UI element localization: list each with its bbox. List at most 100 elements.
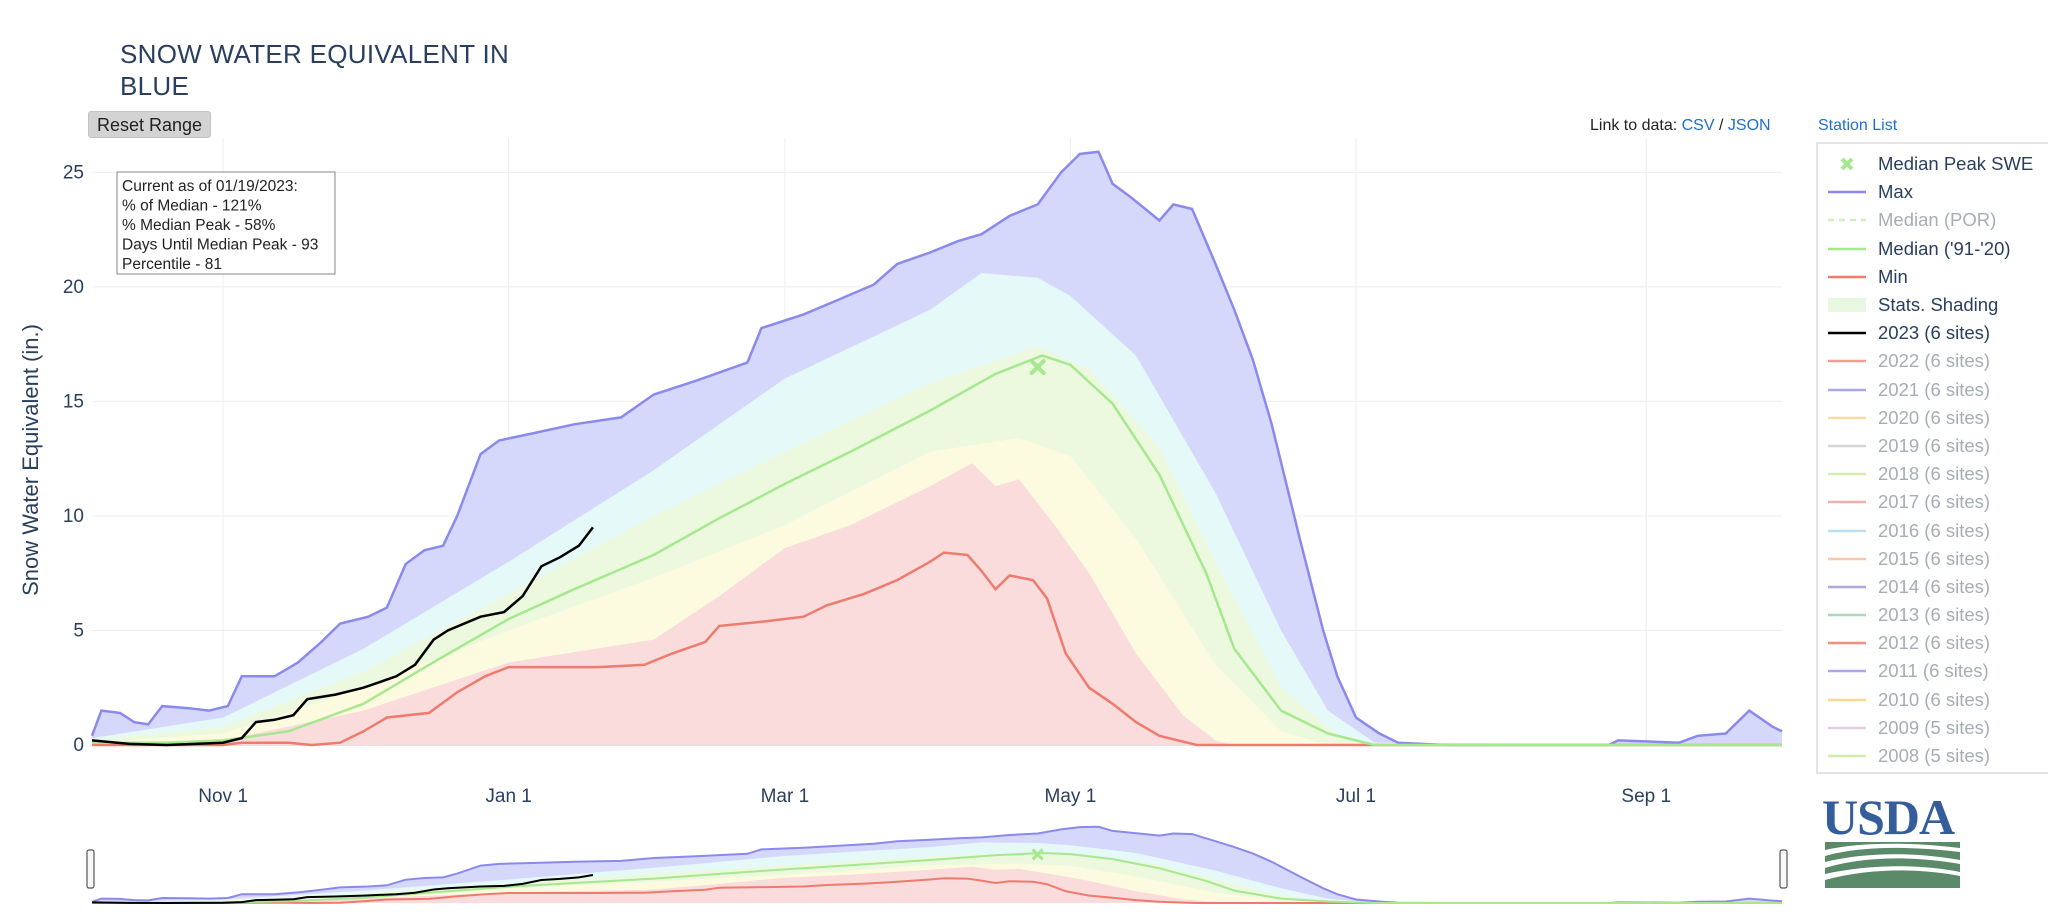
legend-swatch-icon xyxy=(1828,444,1866,448)
legend-swatch-icon xyxy=(1828,754,1866,758)
legend-item[interactable]: 2023 (6 sites) xyxy=(1818,319,2048,347)
slider-max-line xyxy=(91,825,1783,904)
legend-item[interactable]: 2015 (6 sites) xyxy=(1818,545,2048,573)
y-tick-label: 15 xyxy=(63,391,84,412)
legend-item[interactable]: 2010 (6 sites) xyxy=(1818,686,2048,714)
legend-swatch-icon xyxy=(1828,642,1866,645)
legend-item[interactable]: 2021 (6 sites) xyxy=(1818,376,2048,404)
annotation-line: % Median Peak - 58% xyxy=(122,217,276,234)
legend-swatch-icon xyxy=(1828,360,1866,363)
legend-item[interactable]: 2020 (6 sites) xyxy=(1818,404,2048,432)
legend-item[interactable]: Stats. Shading xyxy=(1818,291,2048,319)
json-link[interactable]: JSON xyxy=(1727,117,1771,134)
y-tick-label: 20 xyxy=(63,277,84,298)
legend-item-label: 2022 (6 sites) xyxy=(1878,350,1991,372)
y-axis-label: Snow Water Equivalent (in.) xyxy=(18,324,43,596)
slider-median-line xyxy=(92,851,1782,904)
range-handle-right[interactable] xyxy=(1779,849,1788,889)
x-axis: Nov 1 Jan 1 Mar 1 May 1 Jul 1 Sep 1 xyxy=(198,786,1671,807)
legend-item-label: 2012 (6 sites) xyxy=(1878,632,1991,654)
legend-item[interactable]: Min xyxy=(1818,263,2048,291)
legend-swatch-icon xyxy=(1828,529,1866,532)
slider-peak-marker xyxy=(1031,848,1044,861)
legend-item-label: 2011 (6 sites) xyxy=(1878,660,1989,682)
legend-swatch-icon xyxy=(1828,726,1866,730)
legend-swatch-icon xyxy=(1828,501,1866,504)
legend-item[interactable]: 2011 (6 sites) xyxy=(1818,657,2048,685)
legend-item-label: 2008 (5 sites) xyxy=(1878,745,1991,767)
chart-title: SNOW WATER EQUIVALENT IN BLUE xyxy=(120,39,510,101)
legend-swatch-shape xyxy=(1840,157,1854,171)
x-tick-label: Jul 1 xyxy=(1336,786,1376,807)
legend-item[interactable]: Median ('91-'20) xyxy=(1818,235,2048,263)
usda-logo: USDA xyxy=(1822,790,1960,888)
legend-item-label: Min xyxy=(1878,265,1908,287)
legend-item[interactable]: 2022 (6 sites) xyxy=(1818,347,2048,375)
legend-item[interactable]: 2016 (6 sites) xyxy=(1818,516,2048,544)
legend-item-label: 2015 (6 sites) xyxy=(1878,547,1991,569)
band-area xyxy=(92,463,1782,745)
x-tick-label: Sep 1 xyxy=(1621,786,1671,807)
station-list-link[interactable]: Station List xyxy=(1818,117,1898,134)
legend-item[interactable]: Median (POR) xyxy=(1818,206,2048,234)
range-handle-left[interactable] xyxy=(86,849,95,889)
current-year-line xyxy=(91,526,594,747)
legend-swatch-icon xyxy=(1828,670,1866,673)
range-slider[interactable] xyxy=(86,825,1788,905)
legend-item-label: 2014 (6 sites) xyxy=(1878,575,1991,597)
svg-text:USDA: USDA xyxy=(1822,790,1955,845)
legend-item-label: Median ('91-'20) xyxy=(1878,237,2011,259)
legend-swatch-icon xyxy=(1828,416,1866,420)
legend-item-label: 2023 (6 sites) xyxy=(1878,322,1991,344)
legend-item-label: 2016 (6 sites) xyxy=(1878,519,1991,541)
legend-item[interactable]: 2013 (6 sites) xyxy=(1818,601,2048,629)
legend-item[interactable]: 2014 (6 sites) xyxy=(1818,573,2048,601)
legend-swatch-icon xyxy=(1828,557,1866,560)
y-tick-label: 0 xyxy=(73,735,84,756)
legend-swatch-icon xyxy=(1828,275,1866,279)
legend-item-label: 2019 (6 sites) xyxy=(1878,434,1991,456)
legend: Median Peak SWE Max Median (POR) Median ('9… xyxy=(1816,142,2048,774)
legend-item[interactable]: 2009 (5 sites) xyxy=(1818,714,2048,742)
legend-item-label: Median (POR) xyxy=(1878,209,1997,231)
legend-item-label: Median Peak SWE xyxy=(1878,153,2034,175)
legend-swatch-icon xyxy=(1828,247,1866,250)
legend-item-label: 2009 (5 sites) xyxy=(1878,716,1991,738)
legend-item[interactable]: 2012 (6 sites) xyxy=(1818,629,2048,657)
min-line xyxy=(92,551,1782,747)
legend-item[interactable]: 2019 (6 sites) xyxy=(1818,432,2048,460)
legend-item[interactable]: Max xyxy=(1818,178,2048,206)
y-tick-label: 5 xyxy=(73,620,84,641)
legend-item-label: 2020 (6 sites) xyxy=(1878,406,1991,428)
legend-item-label: Stats. Shading xyxy=(1878,294,1999,316)
legend-swatch-icon xyxy=(1828,585,1866,589)
csv-link[interactable]: CSV xyxy=(1681,117,1715,134)
legend-item-label: 2013 (6 sites) xyxy=(1878,604,1991,626)
legend-item[interactable]: Median Peak SWE xyxy=(1818,150,2048,178)
y-axis: 0 5 10 15 20 25 xyxy=(63,162,84,756)
legend-swatch-icon xyxy=(1828,388,1866,391)
median-line xyxy=(92,354,1782,747)
reset-range-button[interactable]: Reset Range xyxy=(88,111,212,138)
legend-item[interactable]: 2018 (6 sites) xyxy=(1818,460,2048,488)
x-marker-icon xyxy=(1840,157,1854,171)
legend-item[interactable]: 2008 (5 sites) xyxy=(1818,742,2048,770)
annotation-line: Current as of 01/19/2023: xyxy=(122,178,298,195)
x-tick-label: Jan 1 xyxy=(485,786,531,807)
max-line xyxy=(90,150,1783,747)
slider-current-line xyxy=(91,874,594,905)
legend-item-label: 2021 (6 sites) xyxy=(1878,378,1991,400)
legend-swatch-icon xyxy=(1828,191,1866,194)
annotation-box xyxy=(116,171,336,275)
legend-swatch-icon xyxy=(1828,298,1866,313)
slider-min-line xyxy=(92,877,1782,905)
annotation-line: % of Median - 121% xyxy=(122,198,262,215)
legend-swatch-icon xyxy=(1828,219,1866,222)
swe-chart[interactable]: 0 5 10 15 20 25 Nov 1 Jan 1 Mar 1 May 1 Jul 1 Sep … xyxy=(0,0,1800,921)
legend-item[interactable]: 2017 (6 sites) xyxy=(1818,488,2048,516)
median-peak-marker xyxy=(1029,359,1046,376)
legend-swatch-shape xyxy=(1828,298,1866,313)
y-tick-label: 10 xyxy=(63,506,84,527)
link-separator: / xyxy=(1718,117,1724,134)
annotation-line: Days Until Median Peak - 93 xyxy=(122,237,318,254)
